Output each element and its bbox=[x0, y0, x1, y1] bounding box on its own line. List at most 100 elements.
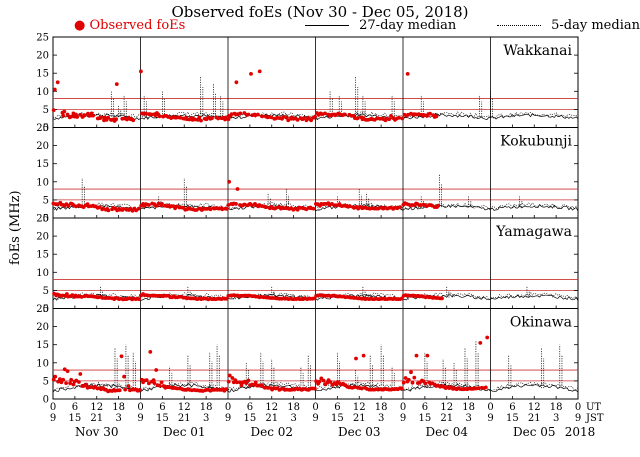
observed-point bbox=[235, 187, 240, 191]
observed-point bbox=[131, 118, 136, 123]
observed-point bbox=[483, 385, 488, 390]
x-tick-label-jst: 15 bbox=[506, 413, 519, 424]
x-tick-label-jst: 21 bbox=[265, 413, 278, 424]
observed-point bbox=[69, 114, 74, 119]
observed-point bbox=[400, 116, 405, 121]
observed-point bbox=[226, 203, 231, 207]
x-tick-label-jst: 15 bbox=[69, 413, 82, 424]
observed-point bbox=[210, 116, 214, 120]
observed-point bbox=[253, 380, 258, 385]
observed-point bbox=[323, 111, 327, 116]
observed-point bbox=[51, 377, 56, 382]
observed-point bbox=[69, 377, 74, 382]
observed-point bbox=[58, 377, 62, 381]
observed-point bbox=[406, 377, 411, 382]
x-tick-label-ut: 12 bbox=[528, 402, 541, 413]
observed-point bbox=[281, 115, 286, 119]
observed-point bbox=[166, 115, 171, 119]
x-tick-label-jst: 15 bbox=[244, 413, 257, 424]
observed-point bbox=[136, 206, 141, 211]
observed-point bbox=[178, 115, 183, 120]
x-tick-label-jst: 15 bbox=[156, 413, 169, 424]
y-tick-label: 0 bbox=[43, 395, 49, 406]
x-tick-label-ut: 0 bbox=[50, 402, 56, 413]
x-tick-label-ut: 6 bbox=[422, 402, 428, 413]
observed-point bbox=[208, 207, 213, 212]
y-tick-label: 15 bbox=[36, 250, 49, 261]
observed-point bbox=[237, 380, 242, 385]
x-tick-label-jst: 9 bbox=[225, 413, 231, 424]
observed-point bbox=[400, 386, 404, 391]
observed-point bbox=[398, 205, 402, 210]
observed-point bbox=[152, 381, 157, 385]
observed-point bbox=[410, 380, 415, 385]
observed-point bbox=[238, 111, 243, 116]
jst-axis-label: JST bbox=[585, 413, 604, 424]
observed-point bbox=[97, 205, 102, 210]
ut-axis-label: UT bbox=[586, 402, 601, 413]
station-name: Kokubunji bbox=[500, 134, 572, 150]
x-tick-label-ut: 0 bbox=[575, 402, 581, 413]
station-name: Yamagawa bbox=[495, 224, 572, 240]
x-tick-label-ut: 18 bbox=[550, 402, 563, 413]
observed-point bbox=[226, 117, 231, 122]
y-tick-label: 25 bbox=[36, 214, 49, 225]
observed-point bbox=[355, 116, 360, 120]
observed-point bbox=[197, 115, 202, 120]
x-tick-label-jst: 21 bbox=[440, 413, 453, 424]
x-tick-label-jst: 21 bbox=[178, 413, 191, 424]
y-tick-label: 15 bbox=[36, 69, 49, 80]
observed-point bbox=[68, 381, 72, 385]
observed-point bbox=[139, 69, 143, 74]
y-tick-label: 20 bbox=[36, 322, 49, 333]
chart-title: Observed foEs (Nov 30 - Dec 05, 2018) bbox=[171, 3, 469, 21]
observed-point bbox=[246, 112, 251, 117]
x-tick-label-ut: 6 bbox=[334, 402, 340, 413]
observed-point bbox=[239, 383, 244, 388]
observed-point bbox=[352, 385, 357, 389]
observed-point bbox=[77, 380, 81, 384]
observed-point bbox=[117, 388, 122, 393]
observed-point bbox=[62, 109, 67, 114]
observed-point bbox=[286, 118, 291, 123]
observed-point bbox=[220, 207, 225, 212]
observed-point bbox=[215, 388, 220, 392]
observed-point bbox=[119, 354, 124, 359]
observed-point bbox=[71, 382, 76, 387]
observed-point bbox=[223, 115, 228, 120]
x-tick-label-jst: 3 bbox=[378, 413, 384, 424]
observed-point bbox=[147, 381, 151, 386]
legend-5day: 5-day median bbox=[497, 18, 640, 33]
x-tick-label-jst: 9 bbox=[137, 413, 143, 424]
observed-point bbox=[320, 112, 324, 116]
observed-point bbox=[91, 113, 95, 118]
y-tick-label: 0 bbox=[43, 123, 49, 134]
observed-point bbox=[224, 296, 229, 301]
observed-point bbox=[428, 111, 432, 116]
observed-point bbox=[226, 379, 231, 384]
observed-point bbox=[309, 118, 313, 123]
observed-point bbox=[401, 380, 406, 385]
observed-point bbox=[106, 115, 110, 120]
y-tick-label: 0 bbox=[43, 304, 49, 315]
observed-point bbox=[313, 114, 317, 119]
observed-point bbox=[114, 117, 118, 122]
y-tick-label: 15 bbox=[36, 340, 49, 351]
observed-point bbox=[234, 380, 239, 385]
x-tick-label-jst: 9 bbox=[50, 413, 56, 424]
observed-point bbox=[84, 382, 89, 387]
y-tick-label: 20 bbox=[36, 141, 49, 152]
observed-point bbox=[121, 207, 126, 211]
y-tick-label: 15 bbox=[36, 159, 49, 170]
observed-point bbox=[137, 388, 142, 392]
observed-point bbox=[414, 353, 419, 358]
observed-point bbox=[249, 72, 253, 76]
observed-point bbox=[144, 111, 148, 116]
y-tick-label: 5 bbox=[43, 105, 49, 116]
observed-point bbox=[485, 335, 490, 340]
observed-point bbox=[361, 353, 366, 358]
x-tick-label-ut: 6 bbox=[72, 402, 78, 413]
observed-point bbox=[347, 204, 352, 209]
observed-point bbox=[66, 203, 71, 208]
x-tick-label-ut: 0 bbox=[137, 402, 143, 413]
